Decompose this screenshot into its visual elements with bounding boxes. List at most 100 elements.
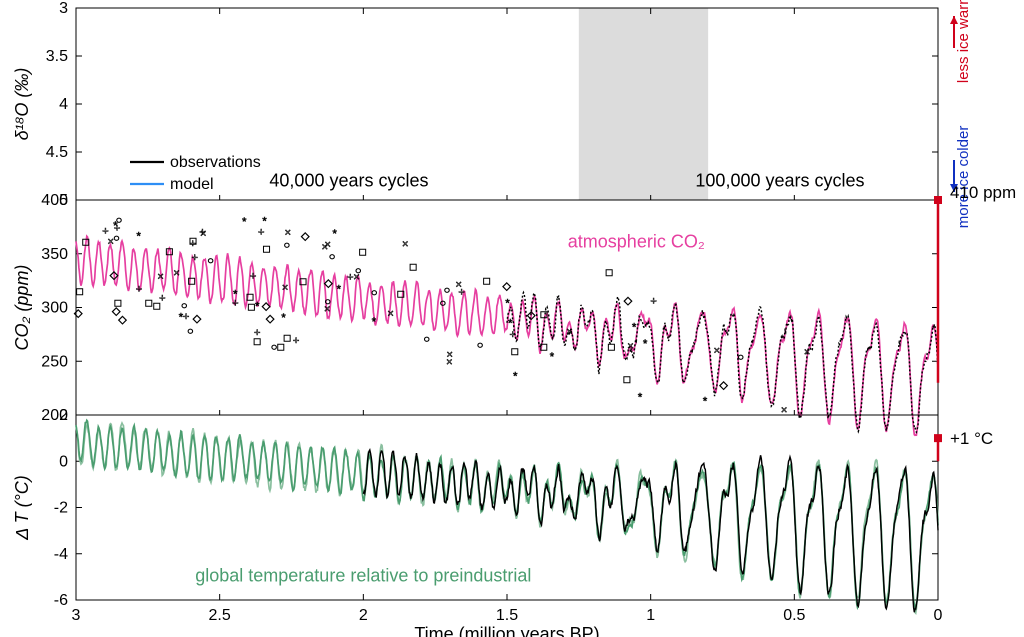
co2-proxy-point: ○: [439, 298, 446, 310]
co2-proxy-point: ○: [329, 251, 336, 263]
co2-proxy-point: +: [293, 335, 299, 347]
co2-proxy-point: +: [159, 293, 165, 305]
co2-proxy-point: □: [188, 275, 195, 287]
ylabel-d18o: δ¹⁸O (‰): [12, 68, 32, 141]
dt-present-label: +1 °C: [950, 429, 993, 448]
co2-proxy-point: ◇: [527, 309, 536, 321]
cycles-label: 100,000 years cycles: [695, 171, 864, 191]
co2-proxy-point: *: [255, 301, 260, 313]
panel-co2: 200250300350400CO₂ (ppm)○○◇××◇+++○□◇□*×*…: [12, 183, 1016, 435]
co2-proxy-point: ×: [200, 228, 206, 240]
co2-proxy-point: □: [483, 276, 490, 288]
co2-proxy-point: ○: [444, 284, 451, 296]
co2-proxy-point: □: [115, 298, 122, 310]
xtick-label: 1: [646, 607, 655, 624]
co2-title: atmospheric CO₂: [568, 231, 705, 251]
co2-present-marker: [934, 196, 942, 204]
co2-proxy-point: □: [608, 341, 615, 353]
ytick-label: 350: [41, 246, 68, 263]
co2-proxy-point: +: [250, 271, 256, 283]
ytick-label: -6: [54, 592, 68, 609]
co2-proxy-point: *: [372, 316, 377, 328]
ice-label: less ice warmer: [955, 0, 972, 83]
dt-present-marker: [934, 434, 942, 442]
co2-proxy-point: ◇: [193, 313, 202, 325]
co2-proxy-point: □: [284, 333, 291, 345]
ytick-label: 2: [59, 407, 68, 424]
co2-proxy-point: ○: [737, 352, 744, 364]
co2-proxy-point: □: [248, 301, 255, 313]
ytick-label: 300: [41, 300, 68, 317]
co2-proxy-point: ◇: [301, 230, 310, 242]
co2-proxy-point: ×: [157, 271, 163, 283]
co2-proxy-point: □: [359, 246, 366, 258]
co2-proxy-point: ×: [447, 349, 453, 361]
ytick-label: 4: [59, 96, 68, 113]
co2-proxy-point: ○: [324, 296, 331, 308]
co2-proxy-point: ○: [116, 214, 123, 226]
co2-present-label: 410 ppm: [950, 183, 1016, 202]
co2-proxy-point: ○: [284, 239, 291, 251]
co2-proxy-point: □: [278, 342, 285, 354]
co2-proxy-point: ○: [207, 255, 214, 267]
co2-proxy-point: *: [632, 321, 637, 333]
ytick-label: 3: [59, 0, 68, 17]
co2-proxy-point: *: [281, 312, 286, 324]
ice-label: more ice colder: [955, 126, 972, 229]
co2-proxy-point: *: [337, 283, 342, 295]
co2-proxy-point: ×: [173, 267, 179, 279]
co2-proxy-point: ×: [402, 239, 408, 251]
co2-proxy-point: +: [347, 272, 353, 284]
co2-proxy-point: □: [624, 374, 631, 386]
co2-proxy-point: □: [76, 286, 83, 298]
co2-proxy-point: *: [643, 338, 648, 350]
co2-proxy-point: ×: [456, 279, 462, 291]
ytick-label: 3.5: [46, 48, 68, 65]
co2-proxy-point: ×: [285, 227, 291, 239]
co2-proxy-point: *: [262, 216, 267, 228]
co2-proxy-point: ○: [477, 339, 484, 351]
ytick-label: -4: [54, 546, 68, 563]
co2-proxy-point: ×: [627, 341, 633, 353]
co2-proxy-point: □: [83, 236, 90, 248]
co2-proxy-point: *: [513, 370, 518, 382]
co2-proxy-point: ×: [282, 282, 288, 294]
ylabel-co2: CO₂ (ppm): [12, 265, 32, 351]
co2-proxy-point: *: [638, 392, 643, 404]
dt-obs-line: [363, 450, 938, 612]
xtick-label: 2: [359, 607, 368, 624]
co2-proxy-point: ○: [271, 341, 278, 353]
co2-proxy-point: □: [541, 309, 548, 321]
xlabel: Time (million years BP): [414, 624, 599, 637]
co2-proxy-point: ×: [804, 346, 810, 358]
co2-proxy-point: ○: [187, 325, 194, 337]
co2-proxy-point: ◇: [503, 280, 512, 292]
co2-proxy-point: □: [263, 243, 270, 255]
cycles-label: 40,000 years cycles: [269, 171, 428, 191]
co2-proxy-point: +: [136, 284, 142, 296]
co2-proxy-point: □: [606, 267, 613, 279]
co2-proxy-point: ○: [423, 333, 430, 345]
co2-proxy-point: ○: [371, 287, 378, 299]
co2-proxy-point: ×: [324, 239, 330, 251]
co2-proxy-point: *: [242, 216, 247, 228]
co2-proxy-point: +: [191, 252, 197, 264]
co2-proxy-point: *: [508, 317, 513, 329]
co2-proxy-point: □: [166, 246, 173, 258]
ytick-label: 250: [41, 353, 68, 370]
co2-proxy-point: +: [650, 296, 656, 308]
co2-proxy-point: □: [541, 341, 548, 353]
legend-label: observations: [170, 154, 261, 171]
co2-proxy-point: ◇: [324, 278, 333, 290]
co2-proxy-point: ○: [181, 300, 188, 312]
co2-proxy-point: ◇: [262, 301, 271, 313]
mpw-shaded: [579, 8, 708, 200]
co2-proxy-point: □: [146, 298, 153, 310]
co2-obs-line: [507, 293, 938, 433]
xtick-label: 0.5: [783, 607, 805, 624]
co2-proxy-point: +: [510, 329, 516, 341]
co2-proxy-point: ×: [566, 326, 572, 338]
ytick-label: 4.5: [46, 144, 68, 161]
xtick-label: 1.5: [496, 607, 518, 624]
co2-proxy-point: ◇: [74, 308, 83, 320]
